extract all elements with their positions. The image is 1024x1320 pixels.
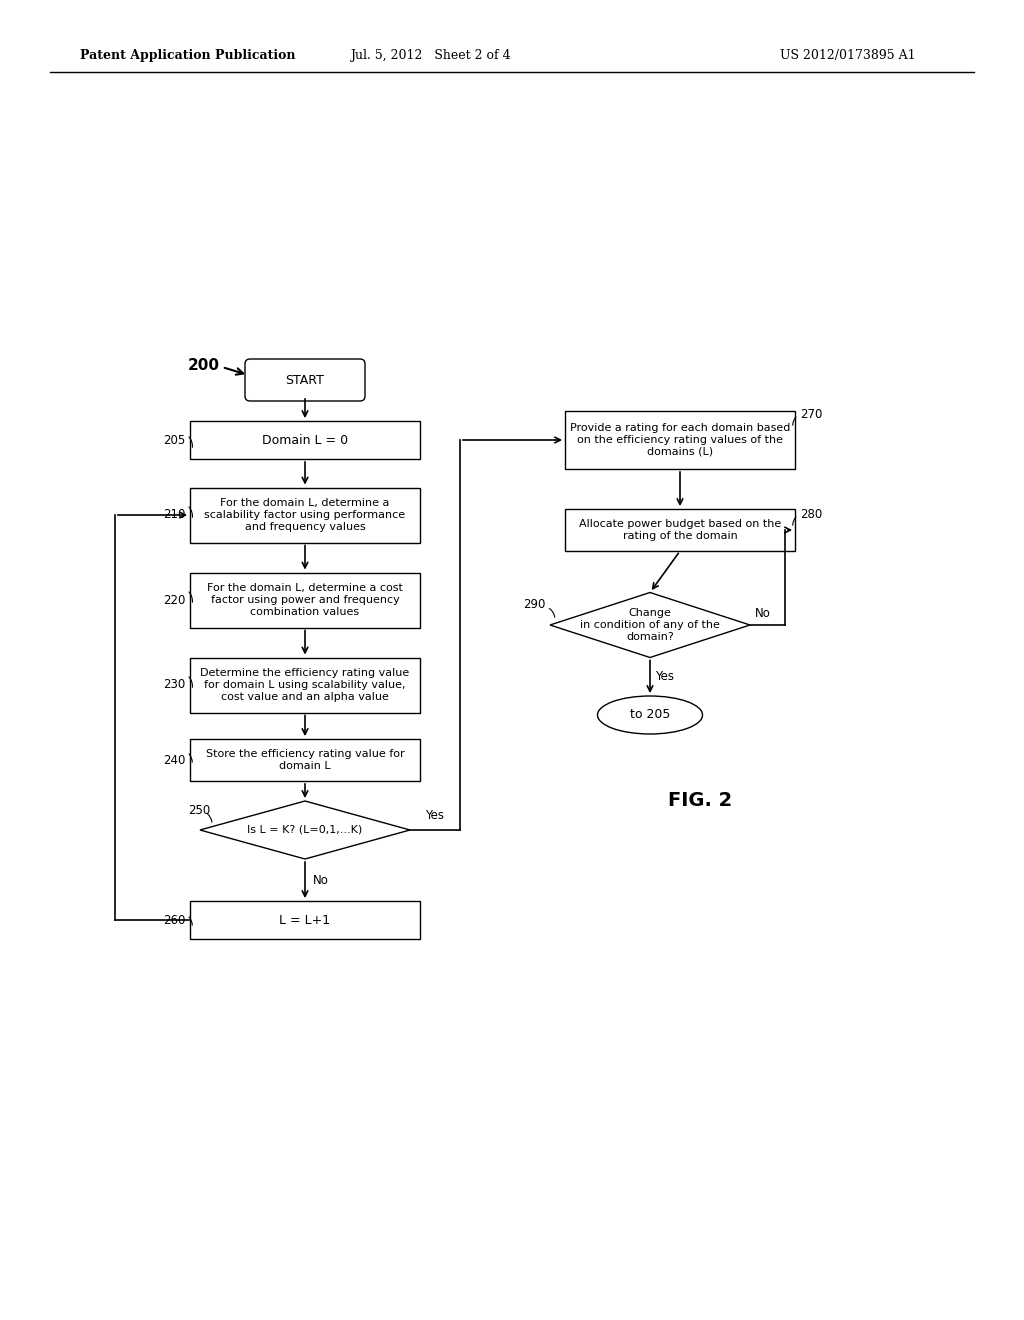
Bar [190, 657, 420, 713]
Bar [190, 739, 420, 781]
Bar [190, 902, 420, 939]
Text: Change
in condition of any of the
domain?: Change in condition of any of the domain… [580, 609, 720, 642]
Polygon shape [200, 801, 410, 859]
Text: 220: 220 [163, 594, 185, 606]
Text: 200: 200 [188, 358, 220, 372]
Text: US 2012/0173895 A1: US 2012/0173895 A1 [780, 49, 915, 62]
Bar [565, 510, 795, 550]
Text: Yes: Yes [655, 671, 674, 684]
Text: L = L+1: L = L+1 [280, 913, 331, 927]
Text: For the domain L, determine a
scalability factor using performance
and frequency: For the domain L, determine a scalabilit… [205, 499, 406, 532]
Polygon shape [550, 593, 750, 657]
Text: Store the efficiency rating value for
domain L: Store the efficiency rating value for do… [206, 750, 404, 771]
Text: 260: 260 [163, 913, 185, 927]
Ellipse shape [597, 696, 702, 734]
Bar [190, 573, 420, 627]
FancyBboxPatch shape [245, 359, 365, 401]
Text: 205: 205 [163, 433, 185, 446]
Text: Domain L = 0: Domain L = 0 [262, 433, 348, 446]
Text: Is L = K? (L=0,1,...K): Is L = K? (L=0,1,...K) [248, 825, 362, 836]
Text: FIG. 2: FIG. 2 [668, 791, 732, 809]
Text: Jul. 5, 2012   Sheet 2 of 4: Jul. 5, 2012 Sheet 2 of 4 [349, 49, 510, 62]
Text: 230: 230 [163, 678, 185, 692]
Text: Patent Application Publication: Patent Application Publication [80, 49, 296, 62]
Text: Provide a rating for each domain based
on the efficiency rating values of the
do: Provide a rating for each domain based o… [569, 424, 791, 457]
Text: 240: 240 [163, 754, 185, 767]
Text: For the domain L, determine a cost
factor using power and frequency
combination : For the domain L, determine a cost facto… [207, 583, 402, 616]
Text: 290: 290 [522, 598, 545, 611]
Text: No: No [313, 874, 329, 887]
Text: 210: 210 [163, 508, 185, 521]
Text: START: START [286, 374, 325, 387]
Bar [190, 487, 420, 543]
Bar [565, 411, 795, 469]
Text: 270: 270 [800, 408, 822, 421]
Text: 250: 250 [187, 804, 210, 817]
Bar [190, 421, 420, 459]
Text: to 205: to 205 [630, 709, 670, 722]
Text: No: No [755, 607, 771, 620]
Text: Determine the efficiency rating value
for domain L using scalability value,
cost: Determine the efficiency rating value fo… [201, 668, 410, 702]
Text: 280: 280 [800, 508, 822, 521]
Text: Allocate power budget based on the
rating of the domain: Allocate power budget based on the ratin… [579, 519, 781, 541]
Text: Yes: Yes [426, 809, 444, 822]
